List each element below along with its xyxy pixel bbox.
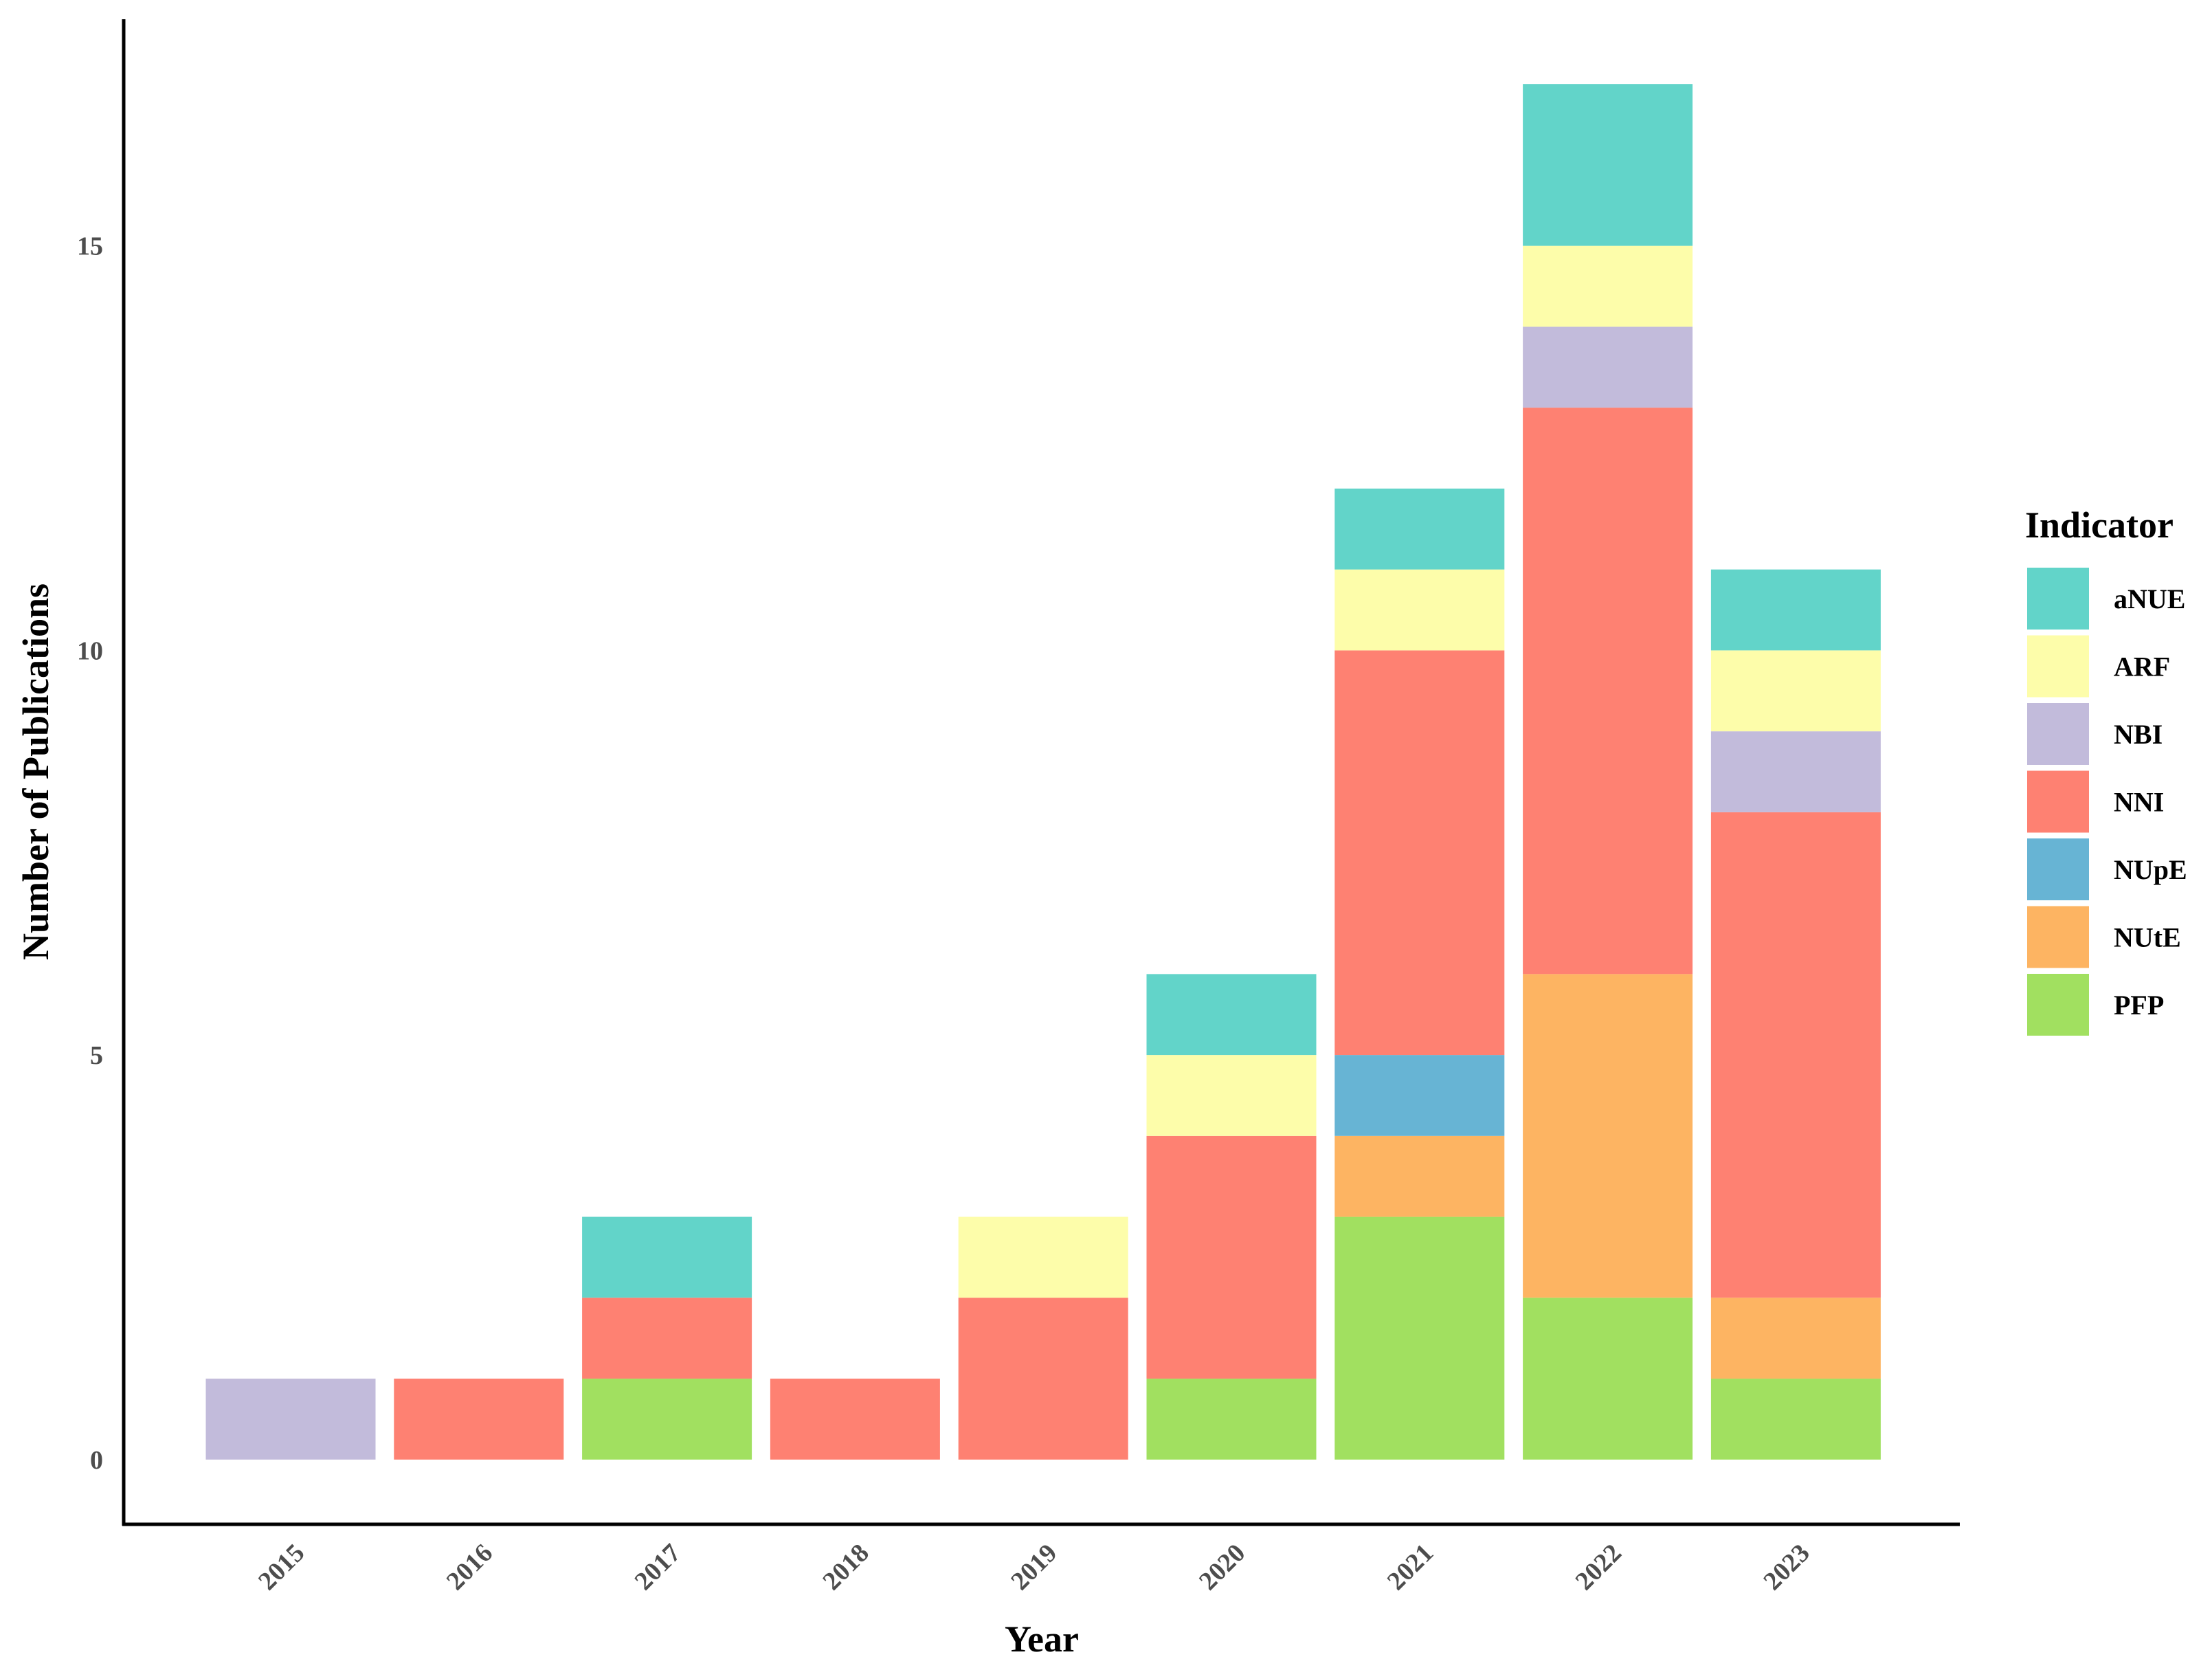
y-tick-label: 15 [77, 232, 103, 261]
bar-2023-pfp [1710, 1379, 1881, 1460]
bar-2023-nni [1710, 812, 1881, 1298]
bar-2021-arf [1334, 569, 1505, 651]
legend-title: Indicator [2025, 504, 2174, 546]
legend-swatch-nbi [2027, 703, 2089, 765]
bar-2016-nni [394, 1379, 564, 1460]
bar-2017-nni [582, 1298, 752, 1379]
legend-label-anue: aNUE [2114, 583, 2185, 614]
legend-label-nbi: NBI [2114, 719, 2163, 750]
legend-swatch-nute [2027, 906, 2089, 968]
bar-2018-nni [770, 1379, 940, 1460]
x-tick-label: 2019 [1005, 1539, 1062, 1596]
bar-2017-pfp [582, 1379, 752, 1460]
legend-swatch-anue [2027, 568, 2089, 630]
bar-2015-nbi [205, 1379, 376, 1460]
legend-label-pfp: PFP [2114, 990, 2164, 1021]
x-tick-label: 2022 [1570, 1539, 1627, 1596]
bar-2023-nbi [1710, 731, 1881, 812]
legend-label-nni: NNI [2114, 787, 2164, 818]
legend-swatch-nni [2027, 770, 2089, 833]
y-tick-label: 0 [90, 1446, 103, 1475]
bar-2020-nni [1146, 1135, 1317, 1379]
legend-swatch-pfp [2027, 974, 2089, 1036]
y-tick-label: 5 [90, 1041, 103, 1070]
y-axis-title: Number of Publications [15, 583, 56, 960]
bar-2019-nni [958, 1298, 1128, 1460]
bar-2022-nni [1523, 408, 1693, 975]
x-tick-label: 2015 [253, 1539, 310, 1596]
legend-label-nupe: NUpE [2114, 854, 2187, 885]
bar-2021-nni [1334, 650, 1505, 1056]
bar-2023-nute [1710, 1298, 1881, 1379]
bar-2021-nupe [1334, 1055, 1505, 1136]
bar-2022-nute [1523, 974, 1693, 1298]
bar-2021-anue [1334, 488, 1505, 570]
x-axis-title: Year [1005, 1618, 1079, 1660]
legend-swatch-arf [2027, 635, 2089, 698]
legend-label-arf: ARF [2114, 652, 2170, 682]
bar-2020-pfp [1146, 1379, 1317, 1460]
bar-2023-arf [1710, 650, 1881, 732]
bar-2019-arf [958, 1216, 1128, 1298]
legend: Indicator aNUE ARF NBI NNI NUpE NUtE PFP [2025, 504, 2187, 1036]
y-tick-labels: 0 5 10 15 [77, 232, 103, 1475]
bar-2022-pfp [1523, 1298, 1693, 1460]
x-tick-label: 2020 [1194, 1539, 1251, 1596]
bar-2020-anue [1146, 974, 1317, 1056]
bar-2020-arf [1146, 1055, 1317, 1136]
bar-2023-anue [1710, 569, 1881, 651]
bar-2022-arf [1523, 245, 1693, 327]
bar-2017-anue [582, 1216, 752, 1298]
x-tick-labels: 2015 2016 2017 2018 2019 2020 2021 2022 2023 [253, 1539, 1816, 1596]
legend-label-nute: NUtE [2114, 922, 2181, 953]
x-tick-label: 2016 [441, 1539, 498, 1596]
legend-swatch-nupe [2027, 838, 2089, 900]
x-tick-label: 2023 [1758, 1539, 1815, 1596]
x-tick-label: 2018 [817, 1539, 874, 1596]
bar-2022-nbi [1523, 326, 1693, 408]
bar-2021-nute [1334, 1135, 1505, 1217]
y-tick-label: 10 [77, 636, 103, 665]
bars-layer [205, 84, 1881, 1460]
bar-2022-anue [1523, 84, 1693, 246]
x-tick-label: 2017 [629, 1539, 686, 1596]
x-tick-label: 2021 [1382, 1539, 1439, 1596]
bar-2021-pfp [1334, 1216, 1505, 1460]
